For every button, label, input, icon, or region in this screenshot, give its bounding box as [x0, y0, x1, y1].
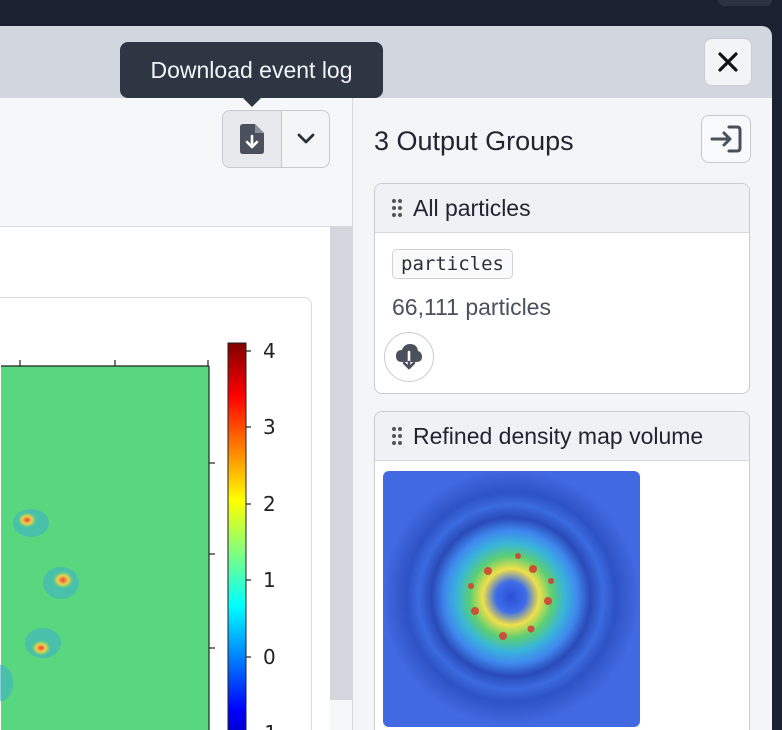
colorbar-tick-label: 1	[263, 568, 276, 592]
chevron-down-icon	[297, 133, 314, 144]
output-groups-title: 3 Output Groups	[374, 126, 574, 156]
output-type-tag: particles	[392, 249, 513, 279]
particle-count: 66,111 particles	[392, 294, 551, 320]
job-panel: 4 3 2 1 0 -1 3 Output Groups	[0, 26, 772, 730]
output-group-title: All particles	[413, 194, 531, 221]
plot-scrollbar[interactable]	[330, 227, 352, 700]
output-group-card: Refined density map volume	[374, 411, 750, 730]
colorbar-tick-label: -1	[257, 721, 277, 730]
download-output-button[interactable]	[384, 332, 434, 382]
output-group-title: Refined density map volume	[413, 422, 704, 449]
output-group-card: All particles particles 66,111 particles	[374, 183, 750, 394]
download-event-log-button[interactable]	[223, 111, 282, 167]
close-icon	[718, 52, 738, 72]
job-detail-area: 4 3 2 1 0 -1	[0, 98, 353, 730]
cloud-download-icon	[396, 344, 422, 370]
density-map-thumbnail[interactable]	[383, 471, 640, 727]
colorbar-tick-label: 2	[263, 492, 276, 516]
colorbar-tick-label: 0	[263, 645, 276, 669]
sign-in-icon	[710, 125, 742, 153]
toolbar-divider	[0, 226, 352, 227]
output-group-header: Refined density map volume	[375, 412, 749, 461]
drag-handle-icon[interactable]	[391, 426, 403, 446]
collapse-panel-button[interactable]	[701, 115, 751, 163]
plot-viewer: 4 3 2 1 0 -1	[0, 227, 330, 730]
drag-handle-icon[interactable]	[391, 198, 403, 218]
download-options-dropdown[interactable]	[282, 111, 329, 167]
colorbar	[227, 342, 247, 730]
download-tooltip: Download event log	[120, 42, 383, 98]
top-bar-button[interactable]	[718, 0, 772, 6]
output-groups-panel: 3 Output Groups All particles particles …	[353, 98, 772, 730]
download-button-group	[222, 110, 330, 168]
close-button[interactable]	[704, 38, 752, 86]
density-slice-plot: 4 3 2 1 0 -1	[0, 339, 277, 730]
colorbar-tick-label: 3	[263, 415, 276, 439]
top-bar	[0, 0, 782, 26]
heatmap-image	[1, 366, 209, 730]
file-download-icon	[240, 124, 264, 154]
plot-card: 4 3 2 1 0 -1	[0, 297, 312, 730]
colorbar-tick-label: 4	[263, 339, 276, 363]
output-group-header: All particles	[375, 184, 749, 233]
heatmap-features	[0, 509, 79, 701]
heatmap-axis-ticks	[1, 360, 215, 730]
tooltip-arrow	[243, 98, 261, 107]
colorbar-ticks	[246, 350, 251, 658]
